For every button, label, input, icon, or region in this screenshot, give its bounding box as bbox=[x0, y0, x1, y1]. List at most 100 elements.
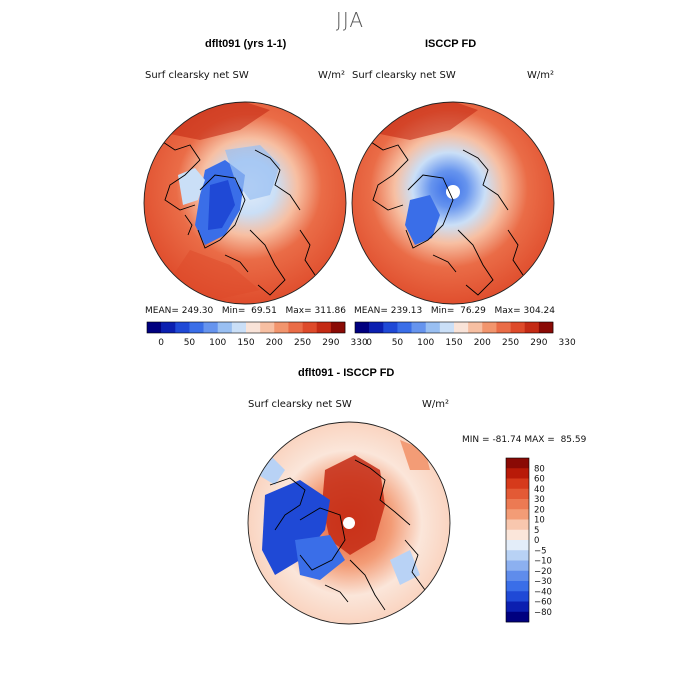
right-mean-label: MEAN= bbox=[354, 306, 388, 316]
left-map-canadian-archipelago bbox=[178, 168, 205, 205]
right-polar-map bbox=[351, 101, 555, 305]
diff-colorbar-swatch bbox=[506, 529, 529, 541]
right-colorbar-tick-label: 100 bbox=[417, 338, 434, 348]
diff-map-missing-pole bbox=[343, 517, 355, 529]
left-map-arctic-ocean bbox=[225, 145, 280, 200]
diff-colorbar-swatch bbox=[506, 601, 529, 613]
left-panel-title: dflt091 (yrs 1-1) bbox=[205, 38, 287, 50]
diff-map-greenland-negative bbox=[295, 535, 345, 580]
right-map-missing-pole bbox=[446, 185, 460, 199]
right-colorbar-swatch bbox=[482, 322, 497, 333]
diff-colorbar-tick-label: 60 bbox=[534, 475, 545, 485]
left-colorbar-swatch bbox=[302, 322, 318, 333]
right-colorbar-tick-label: 0 bbox=[366, 338, 372, 348]
right-colorbar-tick-label: 150 bbox=[445, 338, 462, 348]
diff-colorbar-tick-label: 20 bbox=[534, 505, 545, 515]
left-map-north-atlantic-high bbox=[150, 102, 270, 140]
right-min-label: Min= bbox=[430, 306, 455, 316]
right-colorbar-swatch bbox=[468, 322, 483, 333]
left-colorbar-swatch bbox=[231, 322, 247, 333]
diff-colorbar-swatch bbox=[506, 478, 529, 490]
left-colorbar-swatch bbox=[260, 322, 275, 333]
diff-colorbar-swatch bbox=[506, 488, 529, 500]
left-max-value: 311.86 bbox=[314, 306, 347, 316]
diff-colorbar-tick-label: −10 bbox=[534, 557, 552, 567]
right-max-label: Max= bbox=[494, 306, 521, 316]
right-colorbar-swatch bbox=[524, 322, 540, 333]
diff-colorbar-tick-label: −60 bbox=[534, 598, 552, 608]
diff-colorbar-swatch bbox=[506, 560, 529, 572]
diff-colorbar-tick-label: 40 bbox=[534, 485, 545, 495]
diff-colorbar-swatch bbox=[506, 499, 529, 510]
diff-colorbar-swatch bbox=[506, 540, 529, 551]
left-colorbar-swatch bbox=[147, 322, 162, 333]
left-min-label: Min= bbox=[221, 306, 246, 316]
left-colorbar-swatch bbox=[316, 322, 332, 333]
diff-colorbar-swatch bbox=[506, 468, 529, 479]
diff-map-arctic-positive bbox=[322, 455, 385, 555]
diff-colorbar-tick-label: −80 bbox=[534, 608, 552, 618]
right-variable-label: Surf clearsky net SW bbox=[352, 70, 456, 81]
left-colorbar-tick-label: 50 bbox=[184, 338, 196, 348]
diff-map-light-blue-patch-2 bbox=[390, 550, 420, 585]
right-colorbar-swatch bbox=[439, 322, 455, 333]
diff-colorbar-swatch bbox=[506, 570, 529, 582]
right-map-north-atlantic-high bbox=[360, 102, 478, 140]
right-colorbar-swatch bbox=[538, 322, 554, 333]
diff-colorbar-swatch bbox=[506, 581, 529, 592]
left-max-label: Max= bbox=[285, 306, 312, 316]
diff-colorbar-swatch bbox=[506, 611, 529, 623]
right-colorbar-tick-label: 200 bbox=[474, 338, 491, 348]
left-variable-label: Surf clearsky net SW bbox=[145, 70, 249, 81]
diff-colorbar-swatch bbox=[506, 519, 529, 531]
left-colorbar-swatch bbox=[161, 322, 176, 333]
diff-colorbar-tick-label: 0 bbox=[534, 536, 539, 546]
diff-colorbar-tick-label: 10 bbox=[534, 516, 545, 526]
right-map-coastlines bbox=[367, 139, 524, 296]
right-colorbar-swatch bbox=[425, 322, 441, 333]
diff-map-border bbox=[247, 421, 451, 625]
left-colorbar-swatch bbox=[330, 322, 346, 333]
diff-colorbar-swatch bbox=[506, 550, 529, 561]
left-colorbar-tick-label: 150 bbox=[237, 338, 254, 348]
right-map-greenland-low bbox=[405, 195, 440, 245]
diff-colorbar-tick-label: 80 bbox=[534, 464, 545, 474]
left-colorbar-swatch bbox=[189, 322, 204, 333]
left-colorbar-tick-label: 200 bbox=[266, 338, 283, 348]
right-mean-value: 239.13 bbox=[390, 306, 423, 316]
diff-max-value: 85.59 bbox=[560, 435, 587, 445]
diff-colorbar-tick-label: −30 bbox=[534, 577, 552, 587]
diff-min-label: MIN = bbox=[462, 435, 490, 445]
diff-map-coastlines bbox=[269, 459, 426, 611]
right-colorbar-swatch bbox=[355, 322, 370, 333]
diff-units-label: W/m² bbox=[422, 399, 450, 410]
right-colorbar-swatch bbox=[454, 322, 469, 333]
right-map-border bbox=[351, 101, 555, 305]
right-max-value: 304.24 bbox=[523, 306, 556, 316]
right-colorbar-swatch bbox=[411, 322, 427, 333]
right-colorbar-tick-label: 50 bbox=[392, 338, 404, 348]
left-colorbar-tick-label: 100 bbox=[209, 338, 226, 348]
left-map-pacific-band bbox=[170, 250, 260, 300]
diff-colorbar-swatch bbox=[506, 591, 529, 602]
left-colorbar-frame bbox=[146, 321, 346, 334]
right-colorbar-swatch bbox=[369, 322, 384, 333]
left-colorbar-tick-label: 330 bbox=[351, 338, 368, 348]
left-map-coastlines bbox=[159, 139, 316, 296]
diff-colorbar-tick-label: −5 bbox=[534, 546, 547, 556]
season-title: JJA bbox=[335, 8, 365, 32]
diff-colorbar-tick-label: −40 bbox=[534, 587, 552, 597]
left-colorbar-swatch bbox=[246, 322, 261, 333]
left-colorbar-swatch bbox=[203, 322, 219, 333]
diff-max-label: MAX = bbox=[524, 435, 555, 445]
diff-polar-map bbox=[247, 421, 451, 625]
right-colorbar-swatch bbox=[510, 322, 526, 333]
right-panel-title: ISCCP FD bbox=[425, 38, 477, 50]
left-stats: MEAN= 249.30 Min= 69.51 Max= 311.86 bbox=[145, 306, 346, 316]
diff-min-value: -81.74 bbox=[492, 435, 522, 445]
diff-panel-title: dflt091 - ISCCP FD bbox=[298, 367, 395, 379]
right-min-value: 76.29 bbox=[460, 306, 486, 316]
diff-map-orange-patch bbox=[400, 440, 430, 470]
